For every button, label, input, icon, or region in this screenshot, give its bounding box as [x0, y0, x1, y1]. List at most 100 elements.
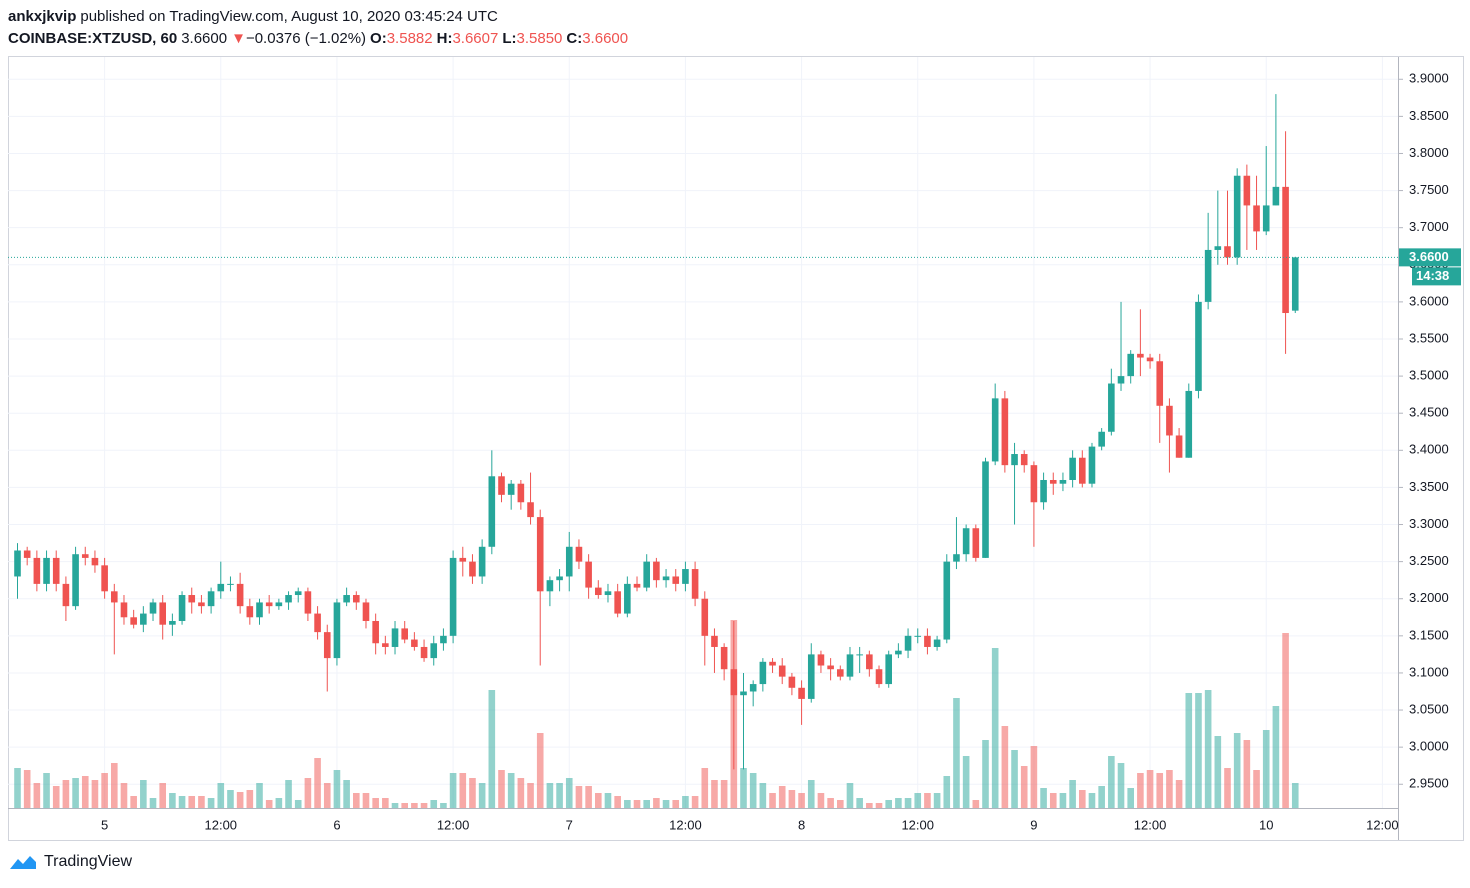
last-price-box	[1399, 248, 1461, 267]
volume-bar	[1253, 770, 1260, 808]
volume-bar	[217, 783, 225, 808]
c-value: 3.6600	[582, 30, 629, 47]
candle-body	[478, 546, 486, 577]
volume-bar	[662, 800, 670, 808]
candle-body	[1185, 390, 1193, 458]
volume-bar	[72, 778, 79, 808]
candle-body	[440, 635, 447, 644]
candle-body	[1175, 435, 1183, 458]
logo[interactable]: TradingView	[8, 853, 132, 871]
candle-body	[740, 691, 747, 696]
candle-body	[256, 602, 263, 618]
candle-body	[1030, 465, 1038, 503]
candle-body	[353, 595, 360, 603]
candle-body	[207, 591, 215, 607]
candle-body	[1195, 301, 1202, 391]
volume-bar	[149, 798, 157, 808]
candle-body	[943, 561, 951, 640]
last-price-label: 3.6600	[1409, 249, 1449, 264]
volume-bar	[807, 780, 815, 808]
candle-body	[759, 661, 767, 685]
candle-body	[469, 561, 476, 577]
o-value: 3.5882	[386, 30, 433, 47]
candle-body	[682, 569, 689, 584]
volume-bar	[585, 786, 592, 808]
candle-body	[866, 654, 873, 670]
volume-bar	[420, 803, 428, 808]
y-tick-label: 3.8500	[1409, 108, 1449, 123]
y-tick-label: 3.0000	[1409, 739, 1449, 754]
volume-bar	[488, 690, 496, 808]
candle-body	[1011, 454, 1018, 466]
volume-bar	[1011, 750, 1018, 808]
logo-icon	[10, 856, 36, 869]
candle-body	[778, 665, 786, 677]
volume-bar	[633, 800, 641, 808]
candle-body	[701, 598, 709, 636]
candle-body	[1127, 353, 1134, 377]
author[interactable]: ankxjkvip	[8, 8, 77, 25]
candle-body	[1146, 357, 1154, 362]
candle-body	[372, 620, 379, 644]
volume-bar	[43, 773, 50, 808]
volume-bar	[207, 798, 215, 808]
x-tick-label: 12:00	[437, 817, 470, 832]
y-tick-label: 3.2500	[1409, 553, 1449, 568]
candle-body	[111, 591, 118, 603]
volume-bar	[1146, 770, 1154, 808]
candle-body	[875, 669, 883, 685]
candle-body	[1291, 257, 1299, 311]
candle-body	[1098, 431, 1105, 447]
candle-body	[169, 620, 176, 625]
candle-body	[536, 517, 544, 592]
x-tick-label: 12:00	[1134, 817, 1167, 832]
candle-body	[1079, 457, 1086, 484]
volume-bar	[846, 783, 854, 808]
candle-body	[449, 557, 457, 636]
candle-body	[691, 569, 699, 599]
candle-body	[1204, 249, 1212, 302]
volume-bar	[372, 798, 379, 808]
volume-bar	[391, 803, 399, 808]
countdown-box	[1412, 267, 1461, 286]
volume-bar	[1243, 740, 1251, 808]
y-tick-label: 3.4000	[1409, 442, 1449, 457]
volume-bar	[111, 763, 118, 808]
candle-body	[362, 602, 370, 621]
candle-body	[91, 557, 99, 566]
volume-bar	[924, 793, 931, 808]
volume-bar	[33, 783, 41, 808]
volume-bar	[885, 800, 892, 808]
candle-body	[1040, 479, 1047, 503]
candle-body	[653, 561, 660, 581]
volume-bar	[914, 793, 922, 808]
volume-bar	[565, 778, 573, 808]
candle-body	[1233, 175, 1241, 258]
candle-body	[188, 595, 196, 603]
volume-bar	[1088, 793, 1096, 808]
volume-bar	[682, 796, 689, 808]
symbol-line: COINBASE:XTZUSD, 60 3.6600 ▼ −0.0376 (−1…	[8, 28, 628, 50]
volume-bar	[459, 773, 467, 808]
volume-bar	[507, 773, 515, 808]
volume-bar	[720, 780, 728, 808]
volume-bar	[982, 740, 989, 808]
candle-body	[904, 635, 912, 651]
volume-bar	[643, 800, 650, 808]
candle-body	[227, 583, 234, 585]
volume-bar	[1166, 770, 1173, 808]
volume-bar	[1059, 793, 1067, 808]
candle-body	[933, 639, 941, 647]
volume-bar	[1001, 726, 1009, 808]
volume-bar	[556, 783, 563, 808]
candle-body	[730, 669, 738, 696]
candle-body	[807, 654, 815, 699]
volume-bar	[1069, 780, 1076, 808]
y-tick-label: 3.4500	[1409, 405, 1449, 420]
candle-body	[391, 628, 399, 647]
candle-body	[343, 595, 350, 603]
volume-bar	[227, 790, 234, 808]
candle-body	[798, 687, 805, 699]
candle-body	[14, 550, 21, 577]
